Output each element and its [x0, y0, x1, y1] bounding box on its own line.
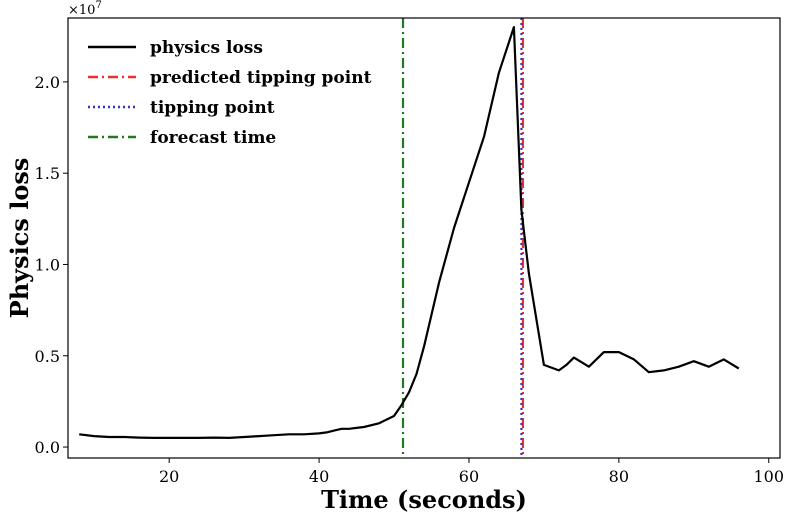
legend-label: forecast time	[150, 128, 276, 148]
axes: 20 40 60 80 100 0.0 0.5 1.0 1.5 2.0	[35, 17, 784, 486]
series-line-physics-loss	[79, 26, 740, 439]
legend-label: predicted tipping point	[150, 68, 372, 88]
x-tick-label: 100	[753, 467, 784, 486]
y-tick-label: 0.5	[35, 347, 60, 366]
x-tick-label: 60	[459, 467, 479, 486]
x-tick-label: 20	[159, 467, 179, 486]
y-tick-label: 1.0	[35, 255, 60, 274]
legend-label: tipping point	[150, 98, 275, 118]
y-axis-offset-label: ×107	[68, 0, 102, 18]
plot-frame	[67, 17, 781, 459]
y-tick-label: 2.0	[35, 73, 60, 92]
y-axis-title: Physics loss	[5, 158, 34, 319]
y-axis-offset-base: ×10	[68, 3, 95, 18]
x-axis-title: Time (seconds)	[321, 485, 527, 514]
y-tick-label: 0.0	[35, 438, 60, 457]
y-axis-offset-exponent: 7	[95, 0, 101, 11]
legend-label: physics loss	[150, 38, 263, 58]
x-tick-label: 80	[609, 467, 629, 486]
plot-area	[79, 18, 740, 458]
y-tick-label: 1.5	[35, 164, 60, 183]
x-tick-label: 40	[309, 467, 329, 486]
legend: physics loss predicted tipping point tippi…	[88, 38, 372, 148]
